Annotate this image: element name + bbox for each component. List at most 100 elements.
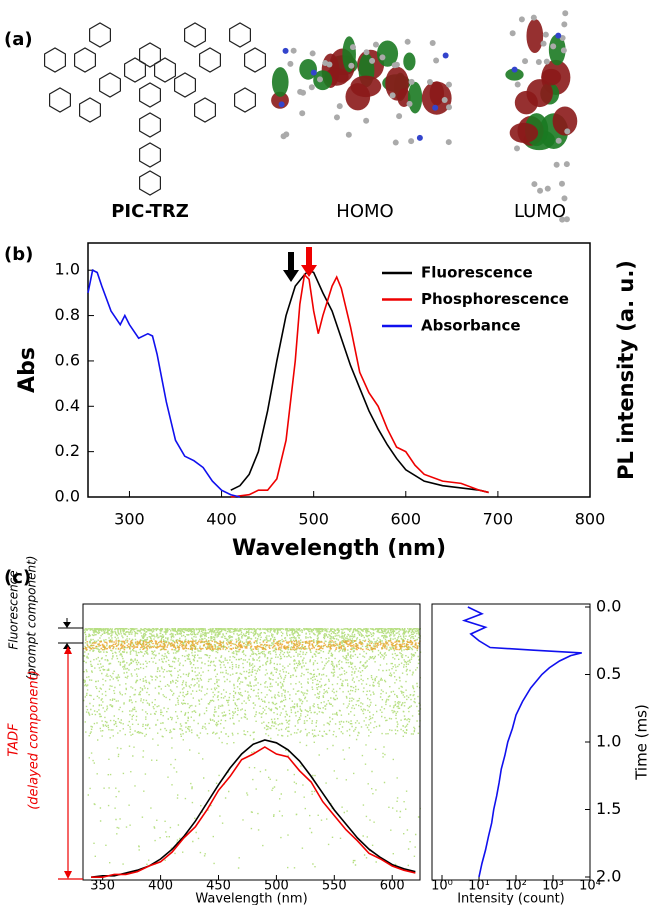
atom — [408, 138, 415, 145]
atom — [326, 61, 333, 68]
orbital-lobe — [271, 67, 289, 97]
atom — [531, 181, 538, 188]
arrow — [283, 252, 299, 282]
orbital-lobe — [541, 68, 562, 86]
x-tick-label: 450 — [206, 879, 231, 894]
y-tick-label: 2.0 — [596, 867, 621, 886]
orbital-lobe — [350, 75, 382, 98]
atom — [558, 180, 565, 187]
atom — [336, 103, 343, 110]
orbital-lobe — [526, 18, 544, 54]
x-tick-label: 350 — [90, 879, 115, 894]
x-axis-label: Intensity (count) — [457, 892, 565, 906]
atom — [561, 21, 568, 28]
legend-label: Phosphorescence — [421, 290, 569, 308]
atom — [543, 58, 550, 65]
y2-axis-label: PL intensity (a. u.) — [614, 260, 638, 480]
y-tick-label: 0.8 — [55, 305, 80, 324]
atom — [514, 81, 521, 88]
atom — [559, 216, 566, 223]
orbital-lobe — [526, 79, 553, 108]
atom — [333, 114, 340, 121]
plot-frame — [82, 603, 421, 881]
atom — [396, 113, 403, 120]
x-tick-label: 300 — [114, 510, 145, 529]
orbital-lobe — [403, 52, 416, 71]
y-axis-label: Abs — [15, 347, 40, 393]
atom — [316, 76, 323, 83]
atom — [299, 110, 306, 117]
atom — [555, 32, 562, 39]
molecule-art — [44, 10, 578, 223]
streak-texture — [83, 640, 421, 651]
plot-area — [461, 606, 582, 878]
x-tick-label: 400 — [148, 879, 173, 894]
orbital-lobe — [505, 68, 524, 81]
atom — [379, 54, 386, 61]
atom — [564, 128, 571, 135]
atom — [537, 187, 544, 194]
molecule-label: LUMO — [514, 201, 566, 222]
atom — [441, 97, 448, 104]
orbital-lobe — [548, 34, 566, 66]
atom — [542, 31, 549, 38]
x-tick-label: 800 — [575, 510, 606, 529]
atom — [290, 47, 297, 54]
bracket — [58, 650, 83, 880]
atom — [445, 81, 452, 88]
atom — [348, 62, 355, 69]
bracket — [58, 618, 83, 653]
atom — [442, 52, 449, 59]
atom — [363, 49, 370, 56]
y-tick-label: 1.5 — [596, 799, 621, 818]
x-tick-label: 600 — [380, 879, 405, 894]
series-line — [91, 746, 416, 878]
atom — [514, 145, 521, 152]
atom — [416, 134, 423, 141]
atom — [287, 60, 294, 67]
x-tick-label: 550 — [322, 879, 347, 894]
streak-texture — [83, 628, 422, 869]
atom — [310, 69, 317, 76]
molecule-label: PIC-TRZ — [111, 201, 189, 222]
x-axis-label: Wavelength (nm) — [195, 892, 307, 906]
x-tick-label: 600 — [391, 510, 422, 529]
annotation: (prompt component) — [25, 556, 39, 681]
atom — [408, 78, 415, 85]
atom — [561, 195, 568, 202]
plot-area — [87, 269, 489, 498]
atom — [562, 10, 569, 17]
atom — [369, 57, 376, 64]
atom — [522, 58, 529, 65]
y-tick-label: 1.0 — [55, 260, 80, 279]
y-tick-label: 0.4 — [55, 396, 80, 415]
orbital-lobe — [421, 81, 452, 115]
x-tick-label: 10² — [505, 879, 527, 894]
orbital-lobe — [509, 122, 539, 143]
atom — [563, 216, 570, 223]
atom — [429, 39, 436, 46]
atom — [308, 84, 315, 91]
atom — [535, 58, 542, 65]
annotation: TADF — [7, 723, 22, 757]
panel-label: (b) — [4, 244, 33, 265]
bracket-head — [63, 622, 71, 649]
y-tick-label: 0.5 — [596, 664, 621, 683]
orbital-lobe — [407, 81, 423, 114]
atom — [349, 44, 356, 51]
plot-frame — [87, 242, 591, 498]
atom — [404, 38, 411, 45]
atom — [432, 104, 439, 111]
atom — [278, 101, 285, 108]
y-tick-label: 0.2 — [55, 441, 80, 460]
x-tick-label: 400 — [206, 510, 237, 529]
panel-label: (a) — [4, 29, 33, 50]
atom — [392, 139, 399, 146]
atom — [555, 137, 562, 144]
atom — [309, 50, 316, 57]
atom — [446, 104, 453, 111]
arrow — [301, 247, 317, 277]
x-tick-label: 10⁴ — [579, 879, 601, 894]
atom — [540, 40, 547, 47]
